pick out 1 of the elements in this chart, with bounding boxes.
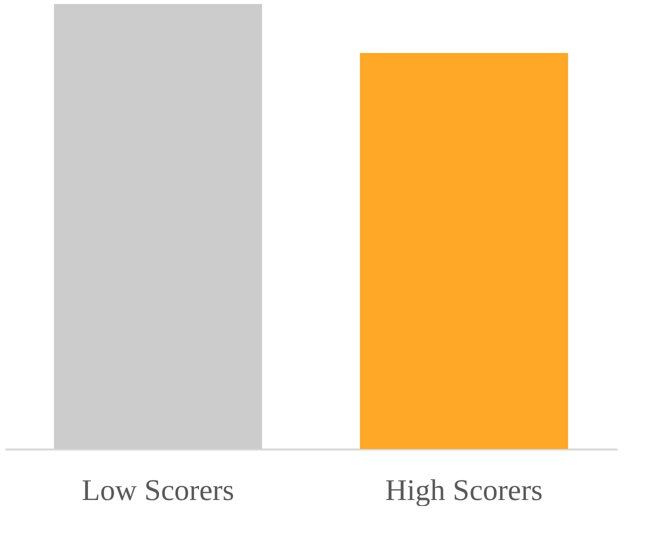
x-tick-label: Low Scorers	[82, 474, 234, 507]
